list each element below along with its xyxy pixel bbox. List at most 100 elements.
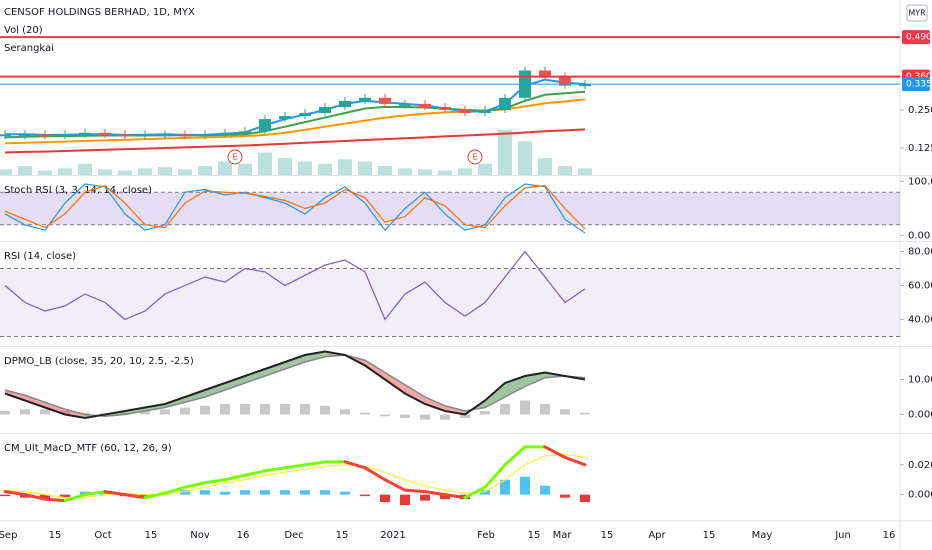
price-level-label: 0.360: [906, 72, 932, 82]
candle: [19, 134, 31, 137]
volume-bar: [78, 163, 92, 175]
histogram-bar: [420, 414, 430, 420]
time-label: Dec: [284, 530, 303, 541]
volume-bar: [318, 163, 332, 175]
candle: [319, 106, 331, 114]
macd-segment: [443, 493, 467, 500]
histogram-bar: [340, 409, 350, 415]
macd-segment: [483, 463, 507, 489]
volume-bar: [478, 163, 492, 175]
dpmo-fill: [485, 383, 505, 408]
histogram-bar: [260, 490, 270, 495]
volume-bar: [178, 169, 192, 175]
dpmo-fill: [185, 390, 205, 403]
histogram-bar: [320, 405, 330, 415]
macd-segment: [163, 485, 187, 495]
y-tick-label: 0.250: [908, 105, 932, 116]
volume-bar: [138, 168, 152, 175]
macd-segment: [63, 493, 87, 503]
histogram-bar: [400, 494, 410, 506]
macd-segment: [3, 490, 27, 497]
volume-bar: [258, 152, 272, 175]
candle: [159, 134, 171, 137]
volume-bar: [58, 168, 72, 175]
histogram-bar: [480, 490, 490, 495]
histogram-bar: [440, 414, 450, 420]
macd-segment: [83, 490, 107, 497]
volume-bar: [238, 163, 252, 175]
dpmo-fill: [45, 402, 65, 415]
volume-bar: [398, 168, 412, 175]
pane-title: CM_Ult_MacD_MTF (60, 12, 26, 9): [4, 443, 172, 454]
histogram-bar: [60, 494, 70, 498]
dpmo-fill: [385, 372, 405, 394]
histogram-bar: [300, 490, 310, 495]
dpmo-fill: [365, 360, 385, 380]
histogram-bar: [180, 490, 190, 495]
band: [0, 268, 900, 337]
dpmo-fill: [445, 405, 465, 415]
dpmo-fill: [205, 383, 225, 397]
histogram-bar: [60, 411, 70, 415]
price-level-label: 0.490: [906, 33, 932, 43]
time-label: Feb: [477, 530, 495, 541]
volume-bar: [378, 166, 392, 175]
pane-title: CENSOF HOLDINGS BERHAD, 1D, MYX: [4, 7, 195, 18]
histogram-bar: [560, 494, 570, 498]
histogram-bar: [420, 494, 430, 501]
candle: [539, 70, 551, 77]
candle: [259, 119, 271, 132]
histogram-bar: [540, 485, 550, 495]
volume-bar: [98, 169, 112, 175]
histogram-bar: [580, 412, 590, 415]
histogram-bar: [580, 494, 590, 503]
line: [4, 453, 586, 499]
histogram-bar: [520, 400, 530, 415]
dpmo-fill: [245, 369, 265, 383]
volume-bar: [298, 161, 312, 175]
dpmo-fill: [405, 384, 425, 404]
dpmo-line: [4, 350, 586, 420]
histogram-bar: [180, 407, 190, 415]
macd-segment: [343, 460, 367, 470]
volume-bar: [578, 168, 592, 175]
candle: [379, 97, 391, 104]
histogram-bar: [40, 494, 50, 500]
candle: [59, 134, 71, 137]
volume-bar: [218, 161, 232, 175]
currency-box[interactable]: [906, 4, 928, 22]
histogram-bar: [520, 476, 530, 495]
legend-label: Vol (20): [4, 25, 43, 36]
y-tick-label: 0.020: [908, 460, 932, 471]
macd-segment: [363, 466, 387, 482]
time-label: Sep: [0, 530, 17, 541]
event-marker: [227, 149, 243, 165]
volume-bar: [338, 159, 352, 175]
time-label: Mar: [553, 530, 573, 541]
volume-bar: [558, 166, 572, 175]
volume-bar: [358, 161, 372, 175]
histogram-bar: [220, 404, 230, 415]
histogram-bar: [440, 494, 450, 500]
histogram-bar: [280, 404, 290, 415]
histogram-bar: [380, 414, 390, 417]
currency[interactable]: MYR: [908, 9, 926, 18]
histogram-bar: [460, 414, 470, 418]
time-label: May: [752, 530, 773, 541]
volume-bar: [118, 170, 132, 175]
volume-bar: [18, 166, 32, 175]
y-tick-label: 40.00: [908, 315, 932, 326]
candle: [339, 100, 351, 107]
volume-bar: [418, 169, 432, 175]
histogram-bar: [140, 411, 150, 415]
histogram-bar: [480, 411, 490, 415]
histogram-bar: [220, 491, 230, 495]
histogram-bar: [360, 494, 370, 497]
event-label: E: [472, 153, 477, 162]
macd-segment: [103, 490, 127, 497]
volume-bar: [158, 167, 172, 175]
time-label: Jun: [834, 530, 851, 541]
histogram-bar: [400, 414, 410, 418]
macd-segment: [403, 488, 427, 494]
